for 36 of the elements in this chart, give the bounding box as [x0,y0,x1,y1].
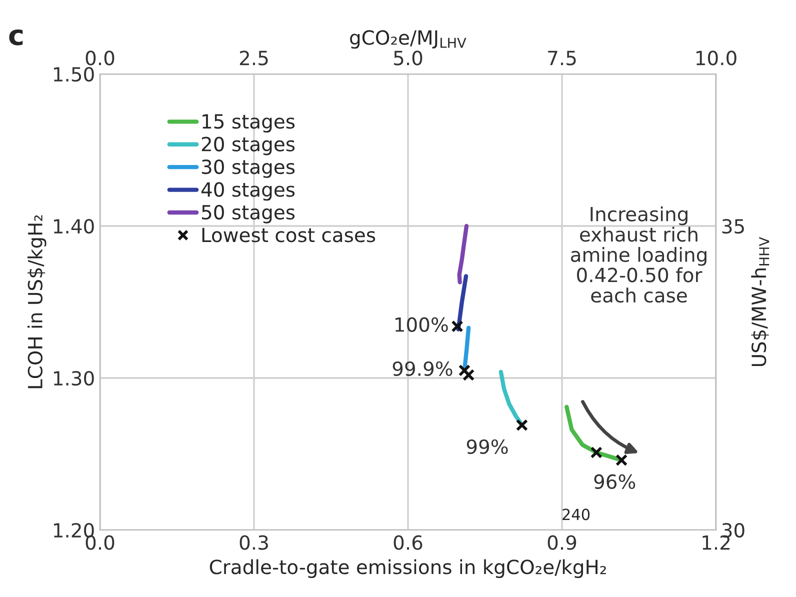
legend-label: 20 stages [202,136,295,156]
point [451,320,464,332]
annotation: 100% [395,317,448,332]
annotation: 240 [562,508,590,520]
text: c [9,29,23,46]
point [516,419,528,432]
point [462,368,475,382]
annotation: 99.9% [392,361,452,376]
x-tick-label: 0.9 [548,535,576,550]
legend-label: 50 stages [202,204,295,224]
x2-tick-label: 2.5 [240,50,268,66]
point [616,454,628,466]
y-tick-label: 1.50 [54,66,94,82]
x2-tick-label: 10.0 [696,50,736,66]
annotation: 96% [594,474,636,490]
y-axis-title: LCOH in US$/kgH₂ [27,215,46,388]
x-axis-title: Cradle-to-gate emissions in kgCO₂e/kgH₂ [210,559,606,578]
annotation: 99% [466,439,508,454]
x2-tick-label: 0.0 [86,50,114,66]
x2-tick-label: 5.0 [394,50,422,66]
x2-axis-title: gCO₂e/MJ$_{LHV}$ [350,30,466,49]
legend-label: 40 stages [201,182,295,201]
point [590,446,602,459]
legend-label: Lowest cost cases [202,228,376,242]
x-tick-label: 0.6 [394,535,422,550]
x2-tick-label: 7.5 [548,50,576,66]
x-tick-label: 0.3 [240,535,268,550]
point [458,364,471,376]
y2-tick-label: 35 [722,218,744,234]
y-tick-label: 1.30 [54,370,94,386]
legend-label: 15 stages [202,114,295,133]
annotation: Increasing exhaust rich amine loading 0.42-0.50 for each case [570,206,706,303]
y2-axis-title: US$/MW-h$_{HHV}$ [751,237,770,366]
legend-label: 30 stages [202,159,295,178]
y-tick-label: 1.40 [54,218,94,234]
line-series [457,224,469,284]
